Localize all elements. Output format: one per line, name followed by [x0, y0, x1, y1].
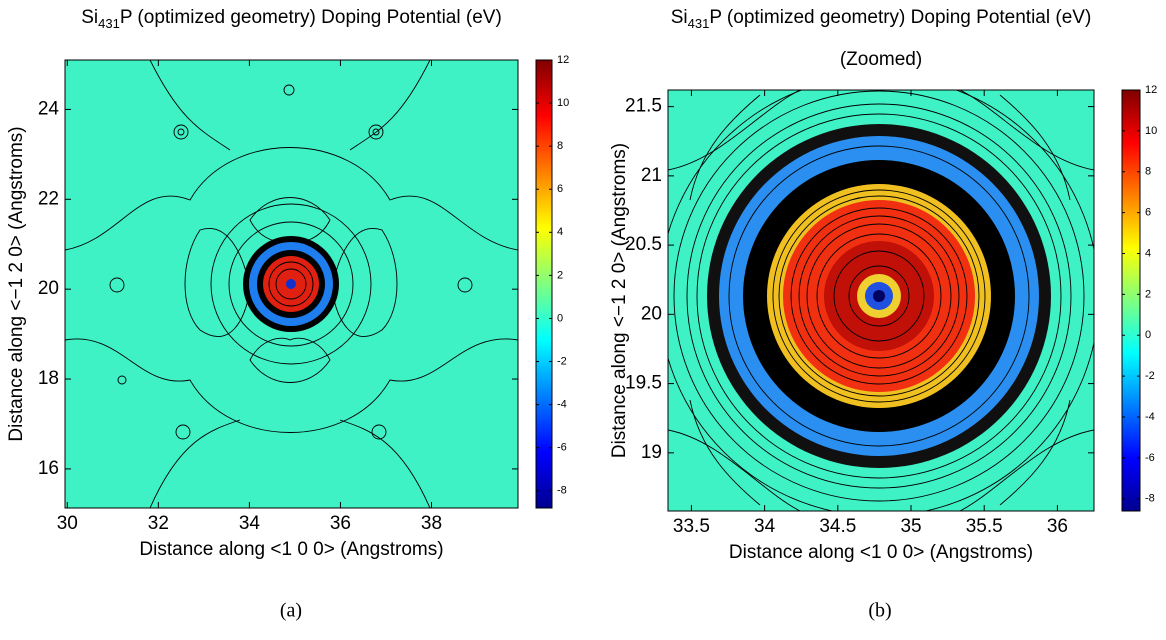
- x-axis-label: Distance along <1 0 0> (Angstroms): [729, 542, 1033, 563]
- x-tick-label: 34: [239, 513, 261, 534]
- colorbar: [535, 59, 553, 509]
- colorbar-tick-label: -4: [1145, 411, 1155, 423]
- y-tick-label: 19: [641, 442, 662, 463]
- colorbar-tick-label: 0: [1145, 329, 1151, 341]
- chart-title: Si431P (optimized geometry) Doping Poten…: [81, 7, 502, 31]
- colorbar-tick-label: 10: [557, 97, 569, 109]
- caption: (a): [280, 600, 302, 622]
- x-tick-label: 32: [148, 513, 169, 534]
- contour-field: [668, 90, 1094, 511]
- colorbar: [1121, 89, 1141, 512]
- colorbar-tick-label: 8: [557, 140, 563, 152]
- y-tick-label: 21.5: [625, 96, 662, 117]
- title-part: P (optimized geometry) Doping Potential …: [120, 7, 502, 28]
- colorbar-tick-label: 12: [557, 54, 569, 66]
- y-tick-label: 20.5: [625, 234, 662, 255]
- x-tick-label: 30: [57, 513, 78, 534]
- y-tick-label: 20: [38, 278, 59, 299]
- x-tick-label: 34.5: [819, 516, 856, 537]
- y-tick-label: 24: [38, 98, 60, 119]
- title-part: P (optimized geometry) Doping Potential …: [709, 7, 1091, 28]
- chart-title: Si431P (optimized geometry) Doping Poten…: [671, 7, 1092, 31]
- title-part: Si: [671, 7, 688, 28]
- x-tick-label: 34: [754, 516, 776, 537]
- x-tick-label: 35.5: [966, 516, 1003, 537]
- y-tick-label: 20: [641, 303, 662, 324]
- y-axis-label: Distance along <−1 2 0> (Angstroms): [609, 143, 630, 458]
- colorbar-tick-label: 12: [1145, 84, 1157, 96]
- y-tick-label: 21: [641, 165, 662, 186]
- y-tick-label: 18: [38, 368, 59, 389]
- contour-field: [65, 60, 518, 508]
- y-axis-label: Distance along <−1 2 0> (Angstroms): [6, 126, 27, 441]
- y-tick-label: 16: [38, 458, 59, 479]
- colorbar-tick-label: -6: [557, 442, 567, 454]
- colorbar-tick-label: 4: [557, 226, 563, 238]
- x-axis-label: Distance along <1 0 0> (Angstroms): [139, 539, 443, 560]
- colorbar-tick-label: 6: [557, 183, 563, 195]
- y-tick-label: 22: [38, 188, 59, 209]
- colorbar-tick-label: 6: [1145, 207, 1151, 219]
- colorbar-tick-label: -8: [557, 485, 567, 497]
- colorbar-tick-label: 4: [1145, 247, 1151, 259]
- x-tick-label: 33.5: [673, 516, 710, 537]
- x-tick-label: 36: [330, 513, 351, 534]
- caption: (b): [868, 600, 891, 622]
- colorbar-tick-label: -4: [557, 399, 567, 411]
- colorbar-tick-label: 8: [1145, 166, 1151, 178]
- title-part: 431: [98, 16, 120, 31]
- colorbar-tick-label: -2: [557, 355, 567, 367]
- chart-subtitle: (Zoomed): [840, 49, 922, 70]
- x-tick-label: 35: [900, 516, 921, 537]
- colorbar-tick-label: 0: [557, 312, 563, 324]
- axes-layer: Si431P (optimized geometry) Doping Poten…: [6, 7, 1157, 622]
- colorbar-tick-label: 10: [1145, 125, 1157, 137]
- x-tick-label: 38: [421, 513, 442, 534]
- colorbar-tick-label: 2: [557, 269, 563, 281]
- y-tick-label: 19.5: [625, 373, 662, 394]
- title-part: 431: [688, 16, 710, 31]
- x-tick-label: 36: [1047, 516, 1068, 537]
- colorbar-tick-label: -8: [1145, 493, 1155, 505]
- plot-frame: [64, 59, 519, 509]
- title-part: Si: [81, 7, 98, 28]
- colorbar-tick-label: -2: [1145, 370, 1155, 382]
- colorbar-tick-label: 2: [1145, 288, 1151, 300]
- colorbar-tick-label: -6: [1145, 452, 1155, 464]
- plot-frame: [667, 89, 1095, 512]
